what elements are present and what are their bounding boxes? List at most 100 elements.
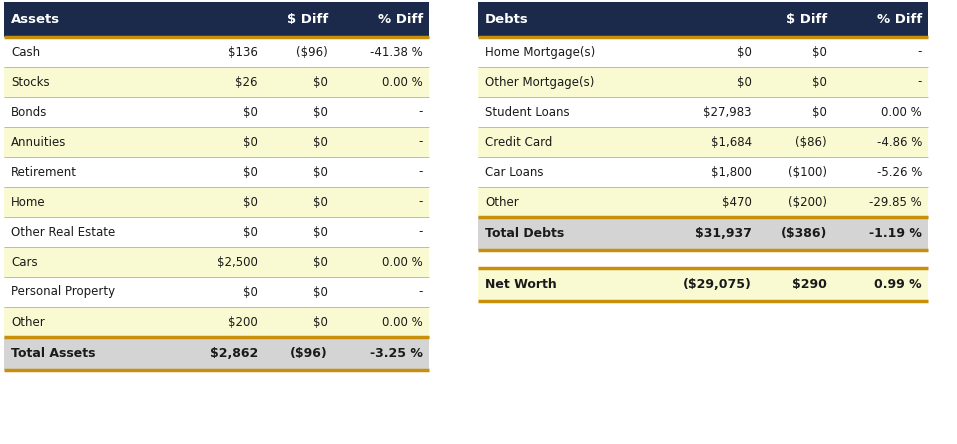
Text: Debts: Debts (485, 13, 529, 26)
Text: $2,862: $2,862 (210, 347, 258, 360)
Text: $0: $0 (313, 135, 328, 148)
Text: $0: $0 (243, 135, 258, 148)
Text: Car Loans: Car Loans (485, 166, 544, 178)
Text: 0.00 %: 0.00 % (881, 106, 922, 119)
Bar (478, 2, 928, 37)
Bar (478, 97, 928, 127)
Text: $26: $26 (235, 75, 258, 88)
Text: ($86): ($86) (795, 135, 827, 148)
Text: $0: $0 (812, 106, 827, 119)
Bar (4, 127, 429, 157)
Text: $290: $290 (792, 278, 827, 291)
Bar (4, 337, 429, 370)
Text: Assets: Assets (11, 13, 60, 26)
Text: Credit Card: Credit Card (485, 135, 552, 148)
Text: -: - (418, 135, 423, 148)
Text: $0: $0 (313, 226, 328, 238)
Text: $0: $0 (313, 75, 328, 88)
Text: 0.00 %: 0.00 % (382, 255, 423, 269)
Text: -: - (418, 106, 423, 119)
Text: ($200): ($200) (788, 195, 827, 209)
Text: Personal Property: Personal Property (11, 285, 115, 298)
Text: -: - (418, 226, 423, 238)
Text: 0.00 %: 0.00 % (382, 316, 423, 329)
Text: Other: Other (485, 195, 519, 209)
Text: Home: Home (11, 195, 46, 209)
Bar (478, 67, 928, 97)
Text: $27,983: $27,983 (703, 106, 752, 119)
Text: ($100): ($100) (788, 166, 827, 178)
Bar (478, 187, 928, 217)
Bar (4, 67, 429, 97)
Text: $0: $0 (313, 106, 328, 119)
Text: Retirement: Retirement (11, 166, 77, 178)
Text: $1,800: $1,800 (711, 166, 752, 178)
Text: -5.26 %: -5.26 % (877, 166, 922, 178)
Text: -: - (418, 285, 423, 298)
Bar (4, 2, 429, 37)
Bar (478, 268, 928, 301)
Text: $0: $0 (313, 195, 328, 209)
Text: Cash: Cash (11, 45, 40, 59)
Text: $0: $0 (313, 316, 328, 329)
Text: $0: $0 (313, 255, 328, 269)
Text: % Diff: % Diff (378, 13, 423, 26)
Text: -: - (918, 45, 922, 59)
Bar (478, 127, 928, 157)
Text: $0: $0 (243, 195, 258, 209)
Text: $0: $0 (812, 75, 827, 88)
Text: -: - (418, 195, 423, 209)
Text: $0: $0 (737, 75, 752, 88)
Text: $0: $0 (243, 285, 258, 298)
Text: -: - (418, 166, 423, 178)
Text: % Diff: % Diff (877, 13, 922, 26)
Bar (4, 37, 429, 67)
Text: Total Debts: Total Debts (485, 227, 565, 240)
Text: $ Diff: $ Diff (287, 13, 328, 26)
Text: $136: $136 (228, 45, 258, 59)
Bar (478, 217, 928, 250)
Text: -29.85 %: -29.85 % (869, 195, 922, 209)
Bar (4, 247, 429, 277)
Bar (4, 307, 429, 337)
Text: ($96): ($96) (290, 347, 328, 360)
Text: $0: $0 (812, 45, 827, 59)
Text: $ Diff: $ Diff (786, 13, 827, 26)
Text: $31,937: $31,937 (695, 227, 752, 240)
Text: Student Loans: Student Loans (485, 106, 569, 119)
Text: Bonds: Bonds (11, 106, 48, 119)
Text: ($386): ($386) (781, 227, 827, 240)
Bar (4, 217, 429, 247)
Text: Other Mortgage(s): Other Mortgage(s) (485, 75, 594, 88)
Bar (4, 187, 429, 217)
Text: Other: Other (11, 316, 45, 329)
Text: -: - (918, 75, 922, 88)
Bar (4, 157, 429, 187)
Bar (4, 97, 429, 127)
Text: $0: $0 (243, 226, 258, 238)
Text: -41.38 %: -41.38 % (370, 45, 423, 59)
Text: Other Real Estate: Other Real Estate (11, 226, 115, 238)
Text: Home Mortgage(s): Home Mortgage(s) (485, 45, 595, 59)
Text: $200: $200 (229, 316, 258, 329)
Text: -1.19 %: -1.19 % (869, 227, 922, 240)
Text: ($96): ($96) (297, 45, 328, 59)
Text: Cars: Cars (11, 255, 37, 269)
Text: -4.86 %: -4.86 % (877, 135, 922, 148)
Text: Net Worth: Net Worth (485, 278, 557, 291)
Text: $0: $0 (313, 285, 328, 298)
Text: $0: $0 (313, 166, 328, 178)
Text: Stocks: Stocks (11, 75, 50, 88)
Text: 0.99 %: 0.99 % (875, 278, 922, 291)
Bar (478, 157, 928, 187)
Text: Annuities: Annuities (11, 135, 66, 148)
Text: $470: $470 (723, 195, 752, 209)
Text: $2,500: $2,500 (217, 255, 258, 269)
Bar (478, 37, 928, 67)
Text: $0: $0 (737, 45, 752, 59)
Text: $0: $0 (243, 106, 258, 119)
Text: -3.25 %: -3.25 % (370, 347, 423, 360)
Text: ($29,075): ($29,075) (683, 278, 752, 291)
Bar (4, 277, 429, 307)
Text: $0: $0 (243, 166, 258, 178)
